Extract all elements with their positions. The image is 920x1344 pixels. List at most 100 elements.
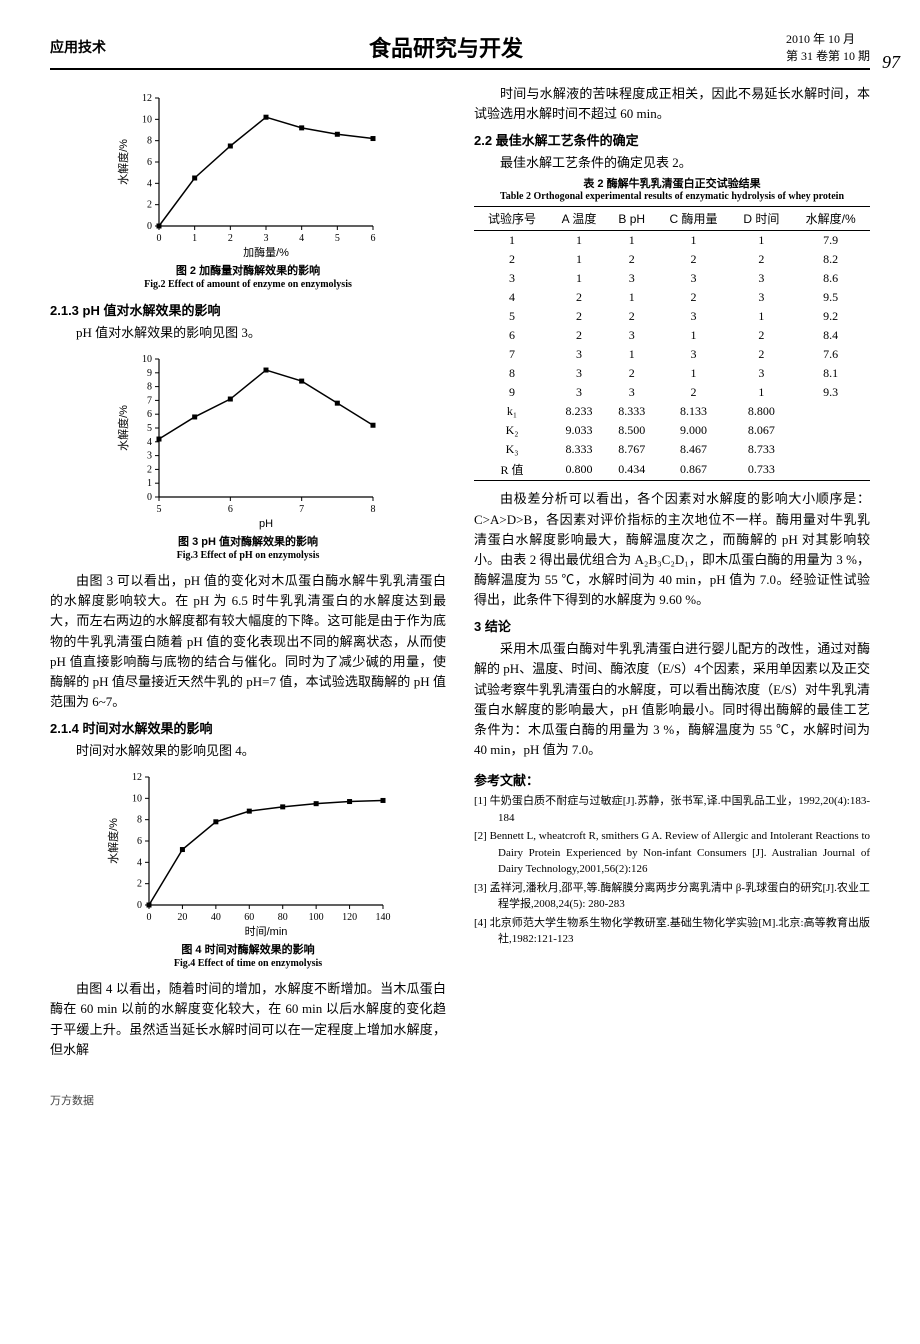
fig3-caption-cn: 图 3 pH 值对酶解效果的影响 xyxy=(50,533,446,549)
svg-text:0: 0 xyxy=(147,912,152,923)
table2-header: 试验序号 xyxy=(474,207,550,231)
table2-header: B pH xyxy=(608,207,656,231)
table2-cell: 8.733 xyxy=(732,440,792,459)
svg-text:120: 120 xyxy=(342,912,357,923)
svg-text:水解度/%: 水解度/% xyxy=(116,139,130,185)
table2-cell: 2 xyxy=(655,288,731,307)
table2-cell: 2 xyxy=(550,307,608,326)
table2-cell: 2 xyxy=(655,383,731,402)
table2-cell: 1 xyxy=(550,250,608,269)
table2-cell: 3 xyxy=(550,345,608,364)
para-fig4: 由图 4 以看出，随着时间的增加，水解度不断增加。当木瓜蛋白酶在 60 min … xyxy=(50,979,446,1060)
table2-cell: 8.333 xyxy=(608,402,656,421)
svg-text:3: 3 xyxy=(147,451,152,462)
table2-cell: 3 xyxy=(474,269,550,288)
svg-text:60: 60 xyxy=(244,912,254,923)
svg-text:1: 1 xyxy=(192,233,197,244)
table2-cell: 1 xyxy=(608,231,656,251)
svg-text:0: 0 xyxy=(137,900,142,911)
svg-text:6: 6 xyxy=(147,157,152,168)
refs-title: 参考文献： xyxy=(474,770,870,789)
sect-213-line: pH 值对水解效果的影响见图 3。 xyxy=(50,323,446,343)
table2-cell: 3 xyxy=(608,326,656,345)
right-column: 时间与水解液的苦味程度成正相关，因此不易延长水解时间，本试验选用水解时间不超过 … xyxy=(474,82,870,1062)
header-date: 2010 年 10 月 xyxy=(786,30,870,47)
svg-text:时间/min: 时间/min xyxy=(245,925,288,938)
svg-text:140: 140 xyxy=(376,912,391,923)
reference-item: [3] 孟祥河,潘秋月,邵平,等.酶解膜分离两步分离乳清中 β-乳球蛋白的研究[… xyxy=(474,880,870,913)
reference-item: [4] 北京师范大学生物系生物化学教研室.基础生物化学实验[M].北京:高等教育… xyxy=(474,915,870,948)
table2-cell: 8.067 xyxy=(732,421,792,440)
svg-text:80: 80 xyxy=(278,912,288,923)
table2-cell: 1 xyxy=(608,345,656,364)
svg-text:1: 1 xyxy=(147,478,152,489)
table2-header: C 酶用量 xyxy=(655,207,731,231)
svg-text:8: 8 xyxy=(137,815,142,826)
table2-cell: 2 xyxy=(655,250,731,269)
table2-cell: 2 xyxy=(732,250,792,269)
table2-cell: 2 xyxy=(732,326,792,345)
table2-cell: 7.9 xyxy=(791,231,870,251)
fig4-chart: 024681012020406080100120140时间/min水解度/% xyxy=(103,769,393,939)
journal-title: 食品研究与开发 xyxy=(369,31,523,63)
page-header: 应用技术 食品研究与开发 2010 年 10 月 第 31 卷第 10 期 97 xyxy=(50,30,870,70)
table2-cell: 8 xyxy=(474,364,550,383)
svg-text:5: 5 xyxy=(335,233,340,244)
table2-cell: 1 xyxy=(655,231,731,251)
table2-cell: 3 xyxy=(608,383,656,402)
svg-text:0: 0 xyxy=(147,492,152,503)
fig2-block: 0246810120123456加酶量/%水解度/% 图 2 加酶量对酶解效果的… xyxy=(50,90,446,290)
table2-cell: 1 xyxy=(550,231,608,251)
fig3-block: 0123456789105678pH水解度/% 图 3 pH 值对酶解效果的影响… xyxy=(50,351,446,561)
left-column: 0246810120123456加酶量/%水解度/% 图 2 加酶量对酶解效果的… xyxy=(50,82,446,1062)
svg-text:12: 12 xyxy=(142,93,152,104)
table2-cell: 2 xyxy=(550,288,608,307)
references: [1] 牛奶蛋白质不耐症与过敏症[J].苏静，张书军,译.中国乳品工业，1992… xyxy=(474,793,870,948)
para-fig3: 由图 3 可以看出，pH 值的变化对木瓜蛋白酶水解牛乳乳清蛋白的水解度影响较大。… xyxy=(50,571,446,712)
table2-cell: R 值 xyxy=(474,459,550,481)
table2-cell: 0.733 xyxy=(732,459,792,481)
reference-item: [2] Bennett L, wheatcroft R, smithers G … xyxy=(474,828,870,878)
section-label: 应用技术 xyxy=(50,37,106,57)
table2-cell xyxy=(791,421,870,440)
table2-cell: 8.6 xyxy=(791,269,870,288)
table2-cell: 2 xyxy=(474,250,550,269)
table2-cell: 1 xyxy=(732,307,792,326)
fig3-chart: 0123456789105678pH水解度/% xyxy=(113,351,383,531)
issue-info: 2010 年 10 月 第 31 卷第 10 期 xyxy=(786,30,870,64)
svg-text:12: 12 xyxy=(132,772,142,783)
table2-cell: 2 xyxy=(550,326,608,345)
table2-cell: 1 xyxy=(655,364,731,383)
sect-22-line: 最佳水解工艺条件的确定见表 2。 xyxy=(474,153,870,173)
table2-header: D 时间 xyxy=(732,207,792,231)
fig4-caption-en: Fig.4 Effect of time on enzymolysis xyxy=(50,958,446,969)
table2-cell: 2 xyxy=(608,364,656,383)
svg-text:2: 2 xyxy=(147,200,152,211)
table2-cell: 8.2 xyxy=(791,250,870,269)
table2-cell: 0.434 xyxy=(608,459,656,481)
table2-cell: 4 xyxy=(474,288,550,307)
fig2-caption-cn: 图 2 加酶量对酶解效果的影响 xyxy=(50,262,446,278)
svg-text:4: 4 xyxy=(299,233,304,244)
table2-cell: 6 xyxy=(474,326,550,345)
table2-cell: 9.3 xyxy=(791,383,870,402)
svg-text:4: 4 xyxy=(147,178,152,189)
table2-cell: 3 xyxy=(550,364,608,383)
table2-cell: 1 xyxy=(550,269,608,288)
svg-text:加酶量/%: 加酶量/% xyxy=(243,246,289,259)
svg-text:40: 40 xyxy=(211,912,221,923)
svg-text:10: 10 xyxy=(142,354,152,365)
table2-cell: 8.4 xyxy=(791,326,870,345)
table2-cell: 9.000 xyxy=(655,421,731,440)
svg-text:7: 7 xyxy=(299,504,304,515)
table2-cell: 3 xyxy=(550,383,608,402)
svg-text:2: 2 xyxy=(147,465,152,476)
table2-header: A 温度 xyxy=(550,207,608,231)
table2-cell: K₂ xyxy=(474,421,550,440)
rcol-para1: 时间与水解液的苦味程度成正相关，因此不易延长水解时间，本试验选用水解时间不超过 … xyxy=(474,84,870,124)
table2-cell: 3 xyxy=(732,364,792,383)
table2-cell: 3 xyxy=(655,307,731,326)
fig3-caption-en: Fig.3 Effect of pH on enzymolysis xyxy=(50,550,446,561)
svg-text:7: 7 xyxy=(147,396,152,407)
reference-item: [1] 牛奶蛋白质不耐症与过敏症[J].苏静，张书军,译.中国乳品工业，1992… xyxy=(474,793,870,826)
